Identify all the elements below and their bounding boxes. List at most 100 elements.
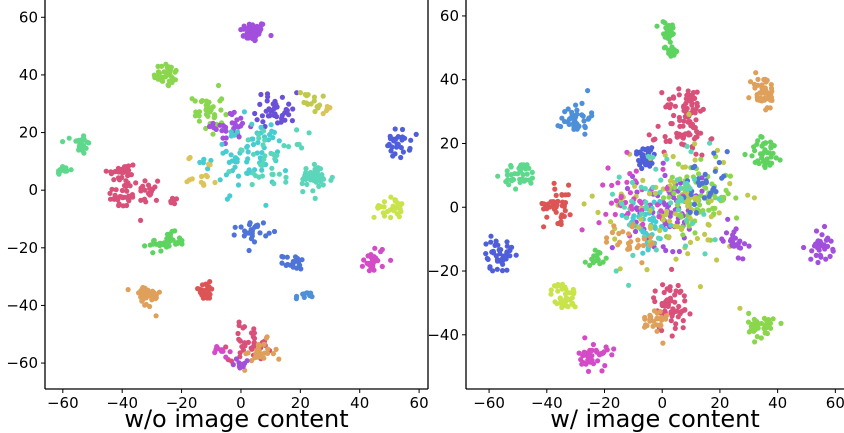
scatter-point [830,246,836,252]
scatter-point [668,222,674,228]
scatter-point [619,212,625,218]
scatter-point [161,240,167,246]
scatter-point [235,330,241,337]
scatter-point [244,144,250,150]
scatter-point [361,257,367,263]
scatter-point [680,123,686,129]
scatter-point [579,227,585,233]
scatter-point [513,186,519,192]
scatter-point [163,244,170,250]
scatter-point [685,119,691,125]
scatter-point [644,267,650,273]
scatter-point [579,100,585,106]
scatter-point [599,351,605,357]
scatter-point [660,282,666,288]
scatter-point [773,155,779,161]
scatter-point [628,239,634,245]
scatter-point [828,238,834,244]
scatter-point [687,98,694,104]
scatter-point [66,135,72,141]
scatter-point [376,203,382,209]
scatter-point [571,126,577,132]
scatter-point [245,137,251,143]
x-tick-label: −40 [531,394,563,412]
scatter-point [664,185,670,191]
scatter-point [211,112,218,118]
y-tick-label: 60 [19,8,38,26]
scatter-point [676,248,683,255]
scatter-point [408,137,414,143]
scatter-point [265,350,271,356]
scatter-point [390,203,396,209]
x-tick-label: −20 [589,394,621,412]
scatter-point [149,288,156,294]
y-tick-label: −60 [6,354,38,372]
scatter-point [778,320,784,326]
scatter-point [548,291,554,297]
scatter-point [663,247,669,254]
scatter-point [609,182,615,188]
scatter-point [153,197,159,203]
scatter-point [666,96,672,102]
scatter-point [553,192,559,198]
scatter-point [643,322,649,328]
scatter-point [657,227,663,234]
scatter-point [312,195,318,201]
scatter-point [640,250,646,256]
scatter-point [615,180,621,186]
scatter-point [662,134,668,140]
scatter-point [664,208,670,215]
scatter-point [561,202,567,208]
scatter-point [200,287,206,293]
scatter-point [399,137,405,143]
scatter-point [581,201,587,207]
scatter-point [107,190,113,196]
scatter-point [388,257,394,263]
scatter-point [638,216,644,222]
scatter-point [694,100,700,106]
y-tick-label: 0 [28,181,38,199]
y-tick-label: 20 [440,134,459,152]
scatter-point [629,206,635,212]
scatter-point [675,282,681,289]
scatter-point [671,50,677,56]
scatter-point [522,166,529,172]
scatter-point [681,293,687,299]
scatter-point [603,255,609,261]
scatter-point [609,352,615,358]
scatter-point [661,195,667,201]
scatter-point [217,177,223,183]
y-tick-label: −20 [427,262,459,280]
scatter-point [662,226,668,233]
scatter-point [559,281,566,287]
scatter-point [747,79,754,85]
scatter-point [599,368,605,374]
scatter-point [760,158,766,164]
scatter-point [612,236,618,242]
scatter-point [233,159,239,165]
scatter-point [768,82,774,88]
scatter-point [212,349,218,356]
scatter-point [609,229,616,236]
scatter-point [756,321,762,327]
scatter-point [504,243,510,249]
scatter-point [219,128,225,134]
scatter-point [657,189,663,195]
scatter-point [664,29,670,35]
y-tick-label: 40 [19,66,38,84]
scatter-point [609,245,615,251]
scatter-point [589,193,595,199]
scatter-point [68,167,74,173]
scatter-point [821,223,828,230]
scatter-point [499,256,505,262]
scatter-point [691,195,698,201]
scatter-point [827,253,833,259]
scatter-point [245,35,251,41]
scatter-point [262,153,268,159]
scatter-point [706,207,712,213]
scatter-point [646,132,652,138]
scatter-point [290,258,296,265]
scatter-point [580,353,586,359]
scatter-point [695,130,702,136]
scatter-point [769,142,775,148]
